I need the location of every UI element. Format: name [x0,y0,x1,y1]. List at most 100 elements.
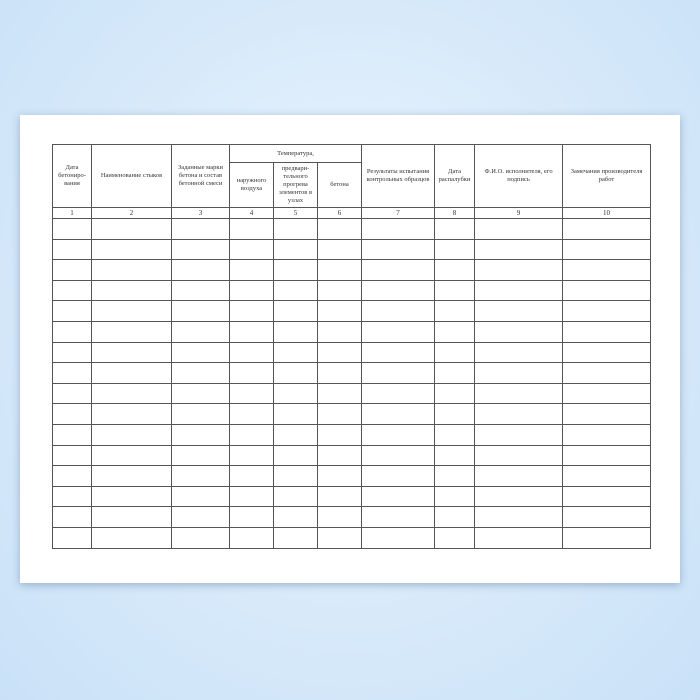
empty-cell[interactable] [229,465,274,487]
empty-cell[interactable] [91,362,172,384]
empty-cell[interactable] [229,320,274,343]
empty-cell[interactable] [229,341,274,364]
empty-cell[interactable] [273,526,318,549]
empty-cell[interactable] [229,485,274,508]
empty-cell[interactable] [474,465,564,487]
empty-cell[interactable] [229,300,274,322]
empty-cell[interactable] [229,444,274,467]
empty-cell[interactable] [361,485,436,508]
empty-cell[interactable] [273,341,318,364]
empty-cell[interactable] [434,423,476,446]
empty-cell[interactable] [91,320,172,343]
empty-cell[interactable] [52,300,92,322]
empty-cell[interactable] [434,238,476,261]
empty-cell[interactable] [562,259,652,281]
empty-cell[interactable] [91,382,172,405]
empty-cell[interactable] [171,382,230,405]
empty-cell[interactable] [273,362,318,384]
empty-cell[interactable] [229,238,274,261]
empty-cell[interactable] [229,279,274,302]
empty-cell[interactable] [474,320,564,343]
empty-cell[interactable] [434,362,476,384]
empty-cell[interactable] [316,300,363,322]
empty-cell[interactable] [229,259,274,281]
empty-cell[interactable] [316,218,363,240]
empty-cell[interactable] [562,279,652,302]
empty-cell[interactable] [316,320,363,343]
empty-cell[interactable] [474,526,564,549]
empty-cell[interactable] [316,485,363,508]
empty-cell[interactable] [316,259,363,281]
empty-cell[interactable] [562,485,652,508]
empty-cell[interactable] [361,382,436,405]
empty-cell[interactable] [52,382,92,405]
empty-cell[interactable] [361,506,436,528]
empty-cell[interactable] [171,403,230,425]
empty-cell[interactable] [52,465,92,487]
empty-cell[interactable] [52,218,92,240]
empty-cell[interactable] [273,444,318,467]
empty-cell[interactable] [273,485,318,508]
empty-cell[interactable] [273,506,318,528]
empty-cell[interactable] [171,259,230,281]
empty-cell[interactable] [91,526,172,549]
empty-cell[interactable] [91,423,172,446]
empty-cell[interactable] [316,403,363,425]
empty-cell[interactable] [361,403,436,425]
empty-cell[interactable] [474,362,564,384]
empty-cell[interactable] [91,279,172,302]
empty-cell[interactable] [273,259,318,281]
empty-cell[interactable] [474,300,564,322]
empty-cell[interactable] [316,444,363,467]
empty-cell[interactable] [562,218,652,240]
empty-cell[interactable] [316,465,363,487]
empty-cell[interactable] [316,238,363,261]
empty-cell[interactable] [273,465,318,487]
empty-cell[interactable] [434,300,476,322]
empty-cell[interactable] [316,362,363,384]
empty-cell[interactable] [361,320,436,343]
empty-cell[interactable] [171,320,230,343]
empty-cell[interactable] [562,238,652,261]
empty-cell[interactable] [273,423,318,446]
empty-cell[interactable] [474,403,564,425]
empty-cell[interactable] [562,403,652,425]
empty-cell[interactable] [474,259,564,281]
empty-cell[interactable] [316,341,363,364]
empty-cell[interactable] [434,259,476,281]
empty-cell[interactable] [361,238,436,261]
empty-cell[interactable] [171,279,230,302]
empty-cell[interactable] [361,341,436,364]
empty-cell[interactable] [52,341,92,364]
empty-cell[interactable] [361,526,436,549]
empty-cell[interactable] [434,382,476,405]
empty-cell[interactable] [316,506,363,528]
empty-cell[interactable] [361,465,436,487]
empty-cell[interactable] [474,341,564,364]
empty-cell[interactable] [91,218,172,240]
empty-cell[interactable] [171,526,230,549]
empty-cell[interactable] [52,444,92,467]
empty-cell[interactable] [229,218,274,240]
empty-cell[interactable] [171,341,230,364]
empty-cell[interactable] [434,506,476,528]
empty-cell[interactable] [273,320,318,343]
empty-cell[interactable] [361,362,436,384]
empty-cell[interactable] [273,403,318,425]
empty-cell[interactable] [52,485,92,508]
empty-cell[interactable] [171,444,230,467]
empty-cell[interactable] [562,423,652,446]
empty-cell[interactable] [171,423,230,446]
empty-cell[interactable] [52,423,92,446]
empty-cell[interactable] [474,218,564,240]
empty-cell[interactable] [52,526,92,549]
empty-cell[interactable] [361,279,436,302]
empty-cell[interactable] [361,218,436,240]
empty-cell[interactable] [273,238,318,261]
empty-cell[interactable] [562,300,652,322]
empty-cell[interactable] [52,238,92,261]
empty-cell[interactable] [434,465,476,487]
empty-cell[interactable] [361,444,436,467]
empty-cell[interactable] [562,382,652,405]
empty-cell[interactable] [562,526,652,549]
